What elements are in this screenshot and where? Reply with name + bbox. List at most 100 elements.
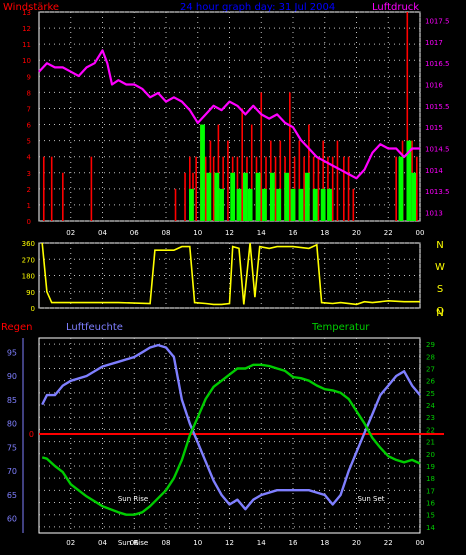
temperature-tick-label: 19 bbox=[426, 463, 435, 471]
wind-tick-label: 12 bbox=[22, 25, 31, 33]
direction-tick-label: 180 bbox=[22, 273, 35, 281]
pressure-tick-label: 1013.5 bbox=[425, 188, 450, 196]
wind-bar bbox=[317, 156, 320, 221]
temperature-tick-label: 23 bbox=[426, 414, 435, 422]
pressure-axis-title: Luftdruck bbox=[372, 2, 419, 13]
rain-axis-title: Regen bbox=[1, 322, 33, 333]
x-tick-label: 18 bbox=[320, 539, 329, 547]
wind-tick-label: 10 bbox=[22, 57, 31, 65]
wind-bar bbox=[303, 156, 305, 221]
wind-bar bbox=[227, 140, 229, 221]
x-tick-label: 20 bbox=[352, 539, 361, 547]
x-tick-label: 04 bbox=[98, 539, 107, 547]
pressure-line bbox=[38, 49, 420, 180]
gust-bar bbox=[290, 188, 296, 221]
wind-bar bbox=[406, 12, 409, 221]
gust-bar bbox=[255, 172, 261, 221]
compass-label: S bbox=[437, 284, 443, 295]
gust-bar bbox=[312, 188, 318, 221]
wind-bar bbox=[62, 172, 64, 221]
wind-tick-label: 11 bbox=[22, 41, 31, 49]
x-tick-label: 00 bbox=[416, 539, 425, 547]
x-tick-label: 06 bbox=[130, 229, 139, 237]
wind-bar bbox=[274, 156, 277, 221]
temperature-tick-label: 17 bbox=[426, 487, 435, 495]
temperature-tick-label: 21 bbox=[426, 439, 435, 447]
x-tick-label: 22 bbox=[384, 539, 393, 547]
gust-bar bbox=[304, 172, 310, 221]
wind-bar bbox=[174, 188, 177, 221]
wind-bar bbox=[416, 156, 418, 221]
x-tick-label: 22 bbox=[384, 229, 393, 237]
x-tick-label: 08 bbox=[162, 229, 171, 237]
temperature-tick-label: 26 bbox=[426, 378, 435, 386]
temperature-tick-label: 29 bbox=[426, 341, 435, 349]
wind-bar bbox=[331, 156, 334, 221]
gust-bar bbox=[214, 172, 220, 221]
x-tick-label: 12 bbox=[225, 539, 234, 547]
wind-bar bbox=[241, 108, 243, 221]
pressure-tick-label: 1015.5 bbox=[425, 103, 450, 111]
wind-bar bbox=[289, 92, 291, 221]
wind-bar bbox=[336, 140, 339, 221]
temperature-tick-label: 15 bbox=[426, 512, 435, 520]
rain-tick-label: 0 bbox=[29, 430, 34, 439]
x-tick-label: 04 bbox=[98, 229, 107, 237]
gust-bar bbox=[242, 172, 248, 221]
humidity-tick-label: 75 bbox=[7, 443, 17, 452]
gust-bar bbox=[230, 172, 236, 221]
gust-bar bbox=[206, 172, 212, 221]
gust-bar bbox=[262, 188, 267, 221]
wind-bar bbox=[343, 156, 345, 221]
wind-tick-label: 5 bbox=[27, 138, 31, 146]
gust-bar bbox=[189, 188, 194, 221]
sunrise-label: Sun Rise bbox=[118, 495, 148, 503]
x-tick-label: 18 bbox=[320, 229, 329, 237]
wind-bar bbox=[90, 156, 93, 221]
compass-label: O bbox=[436, 306, 444, 317]
gust-bar bbox=[284, 172, 290, 221]
wind-bar bbox=[279, 140, 282, 221]
pressure-tick-label: 1017 bbox=[425, 39, 443, 47]
direction-tick-label: 360 bbox=[22, 240, 35, 248]
sunrise-axis-label: Sun Rise bbox=[118, 539, 148, 547]
direction-line bbox=[41, 242, 420, 306]
wind-bar bbox=[212, 156, 215, 221]
x-tick-label: 02 bbox=[66, 539, 75, 547]
x-tick-label: 12 bbox=[225, 229, 234, 237]
temperature-tick-label: 16 bbox=[426, 500, 435, 508]
gust-bar bbox=[247, 188, 253, 221]
wind-bar bbox=[260, 92, 263, 221]
wind-tick-label: 0 bbox=[27, 218, 31, 226]
wind-bar bbox=[298, 140, 301, 221]
direction-tick-label: 0 bbox=[31, 305, 35, 313]
compass-label: W bbox=[435, 262, 445, 273]
humidity-tick-label: 80 bbox=[7, 420, 17, 429]
temperature-tick-label: 22 bbox=[426, 426, 435, 434]
x-tick-label: 20 bbox=[352, 229, 361, 237]
gust-bar bbox=[398, 156, 404, 221]
temperature-tick-label: 18 bbox=[426, 475, 435, 483]
temperature-tick-label: 24 bbox=[426, 402, 435, 410]
wind-bar bbox=[322, 140, 324, 221]
humidity-temperature-panel: 14 15 16 17 18 19 20 21 22 23 24 25 26 27 28 29 60 65 70 75… bbox=[7, 337, 444, 547]
pressure-tick-label: 1014.5 bbox=[425, 145, 450, 153]
x-tick-label: 02 bbox=[66, 229, 75, 237]
pressure-tick-label: 1016.5 bbox=[425, 60, 450, 68]
x-tick-label: 16 bbox=[289, 539, 298, 547]
x-tick-label: 10 bbox=[193, 229, 202, 237]
pressure-tick-label: 1014 bbox=[425, 167, 443, 175]
humidity-tick-label: 95 bbox=[7, 348, 17, 357]
gust-bar bbox=[276, 188, 282, 221]
gust-bar bbox=[236, 188, 242, 221]
temperature-tick-label: 25 bbox=[426, 390, 435, 398]
direction-tick-label: 270 bbox=[22, 256, 35, 264]
wind-tick-label: 7 bbox=[27, 105, 31, 113]
temperature-axis-title: Temperatur bbox=[311, 322, 370, 333]
wind-bar bbox=[352, 188, 355, 221]
humidity-tick-label: 85 bbox=[7, 396, 17, 405]
wind-pressure-panel: 01234567891011121310131013.510141014.510… bbox=[22, 9, 449, 237]
wind-bar bbox=[395, 156, 397, 221]
